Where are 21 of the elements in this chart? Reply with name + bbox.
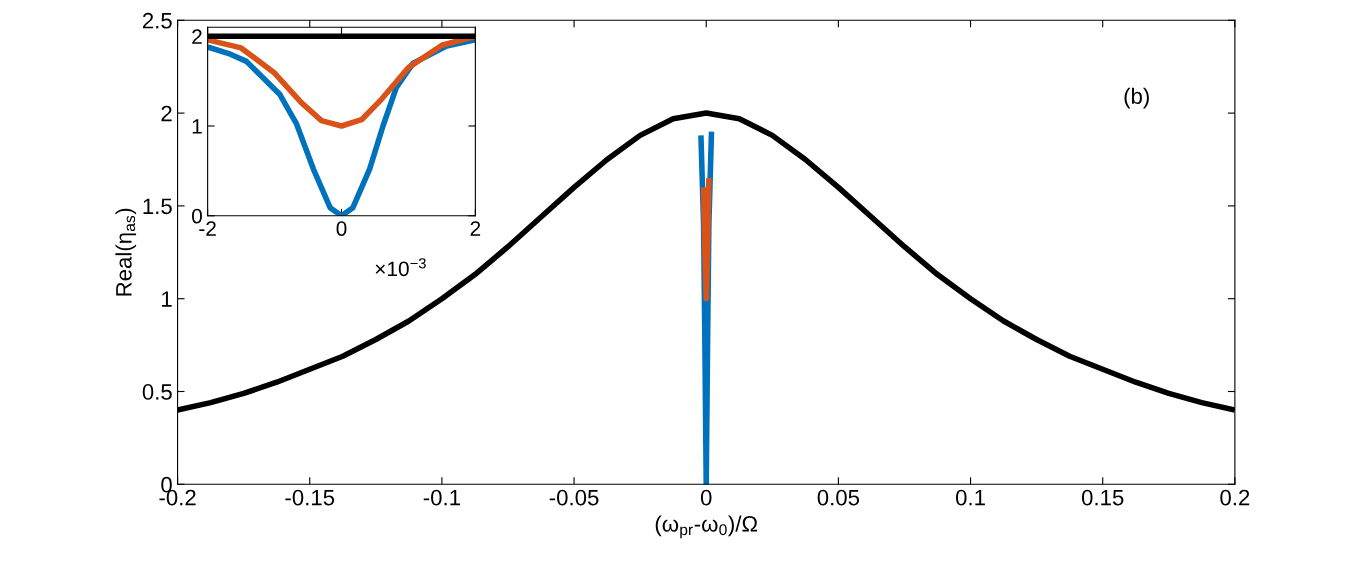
x-tick-label: 2	[470, 221, 481, 236]
y-tick-label: 1	[192, 119, 202, 134]
y-tick-label: 1	[162, 291, 172, 307]
y-tick-label: 0.5	[142, 384, 172, 400]
x-tick-label: -0.1	[423, 489, 460, 506]
y-tick-label: 1.5	[143, 198, 172, 215]
x-tick-label: 0.1	[955, 489, 985, 506]
x-tick-label: -0.05	[549, 489, 599, 506]
x-tick-label: 0.05	[817, 489, 860, 506]
y-axis-title: Real(η$_{as}$)	[115, 208, 137, 296]
x-tick-label: -0.15	[285, 489, 335, 506]
x-axis-title: (ω$_{pr}$-ω$_{0}$)/Ω	[655, 515, 758, 539]
x-tick-label: 0.15	[1081, 489, 1124, 506]
y-tick-label: 2	[192, 29, 202, 44]
annotation: (b)	[1124, 87, 1149, 109]
x-tick-label: 0	[336, 221, 347, 236]
x-tick-label: 0	[700, 489, 712, 506]
x-tick-label: 0.2	[1220, 489, 1250, 506]
y-tick-label: 2.5	[142, 12, 172, 29]
annotation: ×10$^{−3}$	[375, 258, 426, 277]
y-tick-label: 2	[161, 105, 172, 122]
